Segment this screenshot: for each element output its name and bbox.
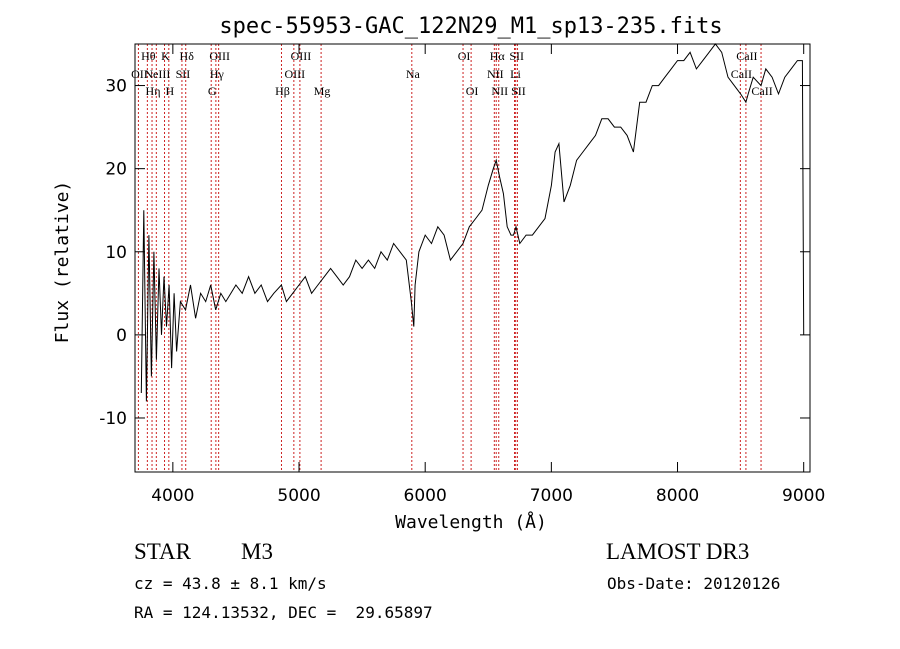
marker-label-8: G [208,84,217,98]
marker-label-2: Hη [146,84,161,98]
line-markers [137,44,762,472]
x-tick-label-5: 9000 [782,486,825,506]
y-tick-label-3: 20 [105,160,127,180]
x-axis-ticks: 4000 5000 6000 7000 8000 9000 [151,44,825,506]
marker-label-18: NII [487,67,504,81]
marker-label-17: OI [466,84,479,98]
marker-label-9: Hγ [210,67,225,81]
y-tick-label-4: 30 [105,77,127,97]
marker-label-19: Hα [490,49,506,63]
marker-label-7: Hδ [180,49,195,63]
spectrum-line [140,43,805,402]
redshift-text: cz = 43.8 ± 8.1 km/s [134,574,327,593]
marker-label-22: SII [509,49,524,63]
marker-label-14: Mg [314,84,331,98]
x-tick-label-3: 7000 [530,486,573,506]
marker-label-5: H [165,84,174,98]
x-tick-label-0: 4000 [151,486,194,506]
y-axis-ticks: -10 0 10 20 30 [99,77,810,429]
marker-label-6: SII [176,67,191,81]
coordinates-text: RA = 124.13532, DEC = 29.65897 [134,603,433,622]
survey-name: LAMOST DR3 [606,539,750,564]
marker-label-4: K [161,49,170,63]
marker-label-13: OIII [291,49,312,63]
marker-label-12: OIII [285,67,306,81]
y-tick-label-0: -10 [99,409,127,429]
y-axis-label: Flux (relative) [52,181,73,344]
plot-frame [134,43,811,473]
object-subclass: M3 [241,539,273,564]
marker-label-11: Hβ [275,84,290,98]
x-axis-label: Wavelength (Å) [395,511,547,533]
marker-label-24: CaII [731,67,752,81]
chart-title: spec-55953-GAC_122N29_M1_sp13-235.fits [219,14,722,39]
object-class: STAR [134,539,191,564]
marker-label-10: OIII [209,49,230,63]
y-tick-label-1: 0 [116,326,127,346]
x-tick-label-4: 8000 [656,486,699,506]
marker-label-3: NeIII [144,67,170,81]
marker-label-15: Na [406,67,421,81]
marker-label-21: Li [510,67,521,81]
marker-label-25: CaII [736,49,757,63]
x-tick-label-1: 5000 [277,486,320,506]
x-tick-label-2: 6000 [404,486,447,506]
obs-date-text: Obs-Date: 20120126 [607,574,781,593]
marker-label-23: SII [511,84,526,98]
marker-label-20: NII [491,84,508,98]
marker-label-16: OI [458,49,471,63]
marker-label-0: Hθ [141,49,156,63]
y-tick-label-2: 10 [105,243,127,263]
marker-label-26: CaII [751,84,772,98]
line-marker-labels: HθOIIHηNeIIIKHSIIHδGHγOIIIHβOIIIOIIIMgNa… [131,49,773,98]
